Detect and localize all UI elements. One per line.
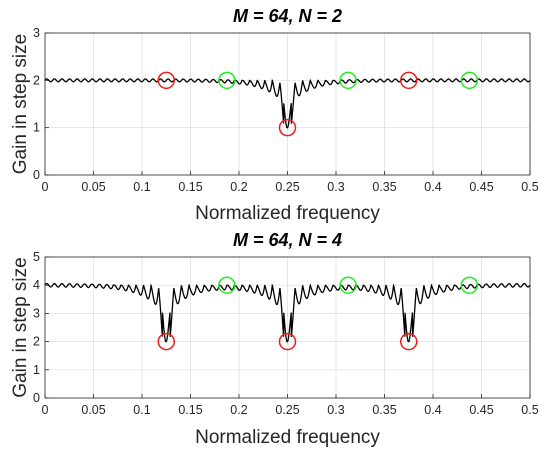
marker-circle [157, 71, 175, 90]
y-tick-label: 0 [33, 391, 40, 405]
marker-circle [278, 332, 297, 351]
x-tick-label: 0.25 [275, 403, 299, 417]
marker-circle [460, 276, 479, 294]
marker-circle [400, 332, 418, 351]
x-tick-label: 0.45 [469, 403, 493, 417]
y-tick-label: 3 [33, 306, 40, 320]
subplot-2: 0 0.05 0.1 0.15 0.2 0.25 0.3 0.35 0.4 0.45 0.5 0 1 2 3… [10, 230, 539, 448]
x-tick-label: 0.3 [327, 180, 344, 194]
y-tick-label: 1 [33, 121, 40, 135]
y-tick-label: 0 [33, 168, 40, 182]
x-tick-label: 0.15 [178, 403, 202, 417]
marker-circle [278, 118, 297, 137]
gain-curve [44, 78, 531, 129]
y-axis-label: Gain in step size [10, 257, 31, 397]
x-axis-label: Normalized frequency [195, 203, 380, 224]
x-tick-label: 0.5 [521, 403, 538, 417]
marker-circle [218, 71, 236, 90]
x-tick-label: 0.4 [424, 180, 441, 194]
x-tick-label: 0.35 [372, 180, 396, 194]
marker-circle [157, 332, 175, 351]
y-tick-label: 2 [33, 335, 40, 349]
gain-curve [44, 282, 531, 343]
x-tick-label: 0.25 [275, 180, 299, 194]
marker-circle [339, 71, 357, 90]
subplot-1: 0 0.05 0.1 0.15 0.2 0.25 0.3 0.35 0.4 0.45 0.5 0 1 2 3… [10, 6, 539, 224]
y-tick-label: 3 [33, 26, 40, 40]
x-axis-label: Normalized frequency [195, 427, 380, 448]
x-tick-label: 0.4 [424, 403, 441, 417]
x-tick-label: 0.1 [133, 180, 150, 194]
y-axis-label: Gain in step size [10, 34, 31, 174]
x-tick-label: 0 [42, 403, 49, 417]
x-tick-label: 0.1 [133, 403, 150, 417]
y-tick-label: 5 [33, 250, 40, 264]
x-tick-label: 0.35 [372, 403, 396, 417]
y-tick-label: 2 [33, 73, 40, 87]
x-tick-label: 0.45 [469, 180, 493, 194]
x-tick-label: 0.15 [178, 180, 202, 194]
marker-circle [400, 71, 418, 90]
x-tick-label: 0.3 [327, 403, 344, 417]
marker-circle [460, 71, 479, 90]
x-tick-label: 0.2 [230, 403, 247, 417]
marker-circle [339, 276, 357, 294]
y-tick-label: 1 [33, 363, 40, 377]
x-tick-label: 0.05 [81, 403, 105, 417]
x-tick-label: 0.5 [521, 180, 538, 194]
chart-title: M = 64, N = 2 [233, 6, 342, 26]
chart-title: M = 64, N = 4 [233, 230, 342, 250]
x-tick-label: 0.05 [81, 180, 105, 194]
y-tick-label: 4 [33, 278, 40, 292]
x-tick-label: 0 [42, 180, 49, 194]
x-tick-label: 0.2 [230, 180, 247, 194]
marker-circle [218, 276, 236, 294]
